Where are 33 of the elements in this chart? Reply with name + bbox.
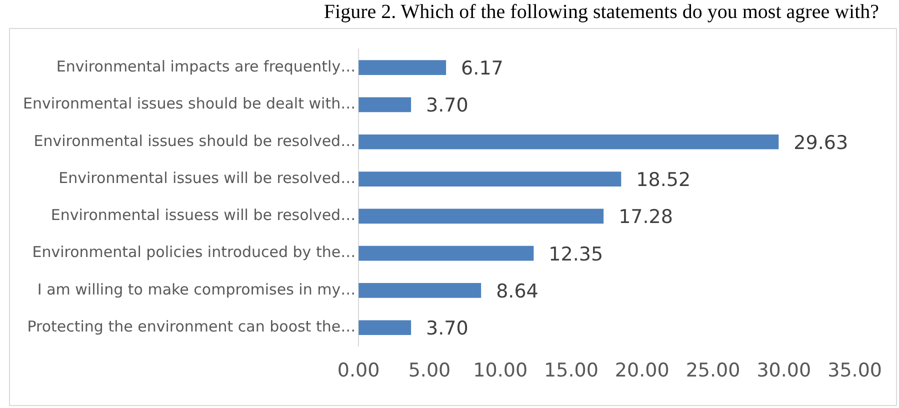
x-tick-label: 0.00 (337, 360, 380, 382)
x-tick-label: 5.00 (408, 360, 451, 382)
bar (358, 97, 412, 112)
data-label: 8.64 (496, 280, 538, 302)
x-tick-label: 10.00 (473, 360, 528, 382)
x-tick-label: 25.00 (686, 360, 740, 382)
y-tick-label: Environmental issues should be dealt with… (22, 94, 356, 113)
data-label: 17.28 (618, 206, 673, 228)
bar (358, 208, 604, 224)
x-tick-label: 20.00 (614, 360, 670, 382)
bar (358, 134, 779, 150)
data-label: 3.70 (426, 94, 468, 117)
bar (358, 283, 482, 298)
bar (358, 60, 446, 76)
y-tick-label: Environmental issues will be resolved… (58, 168, 356, 187)
x-tick-label: 15.00 (544, 360, 598, 382)
bar (358, 320, 412, 336)
bar (358, 246, 534, 261)
x-tick-label: 30.00 (756, 360, 812, 382)
y-tick-label: Environmental policies introduced by the… (32, 243, 356, 262)
y-tick-label: Environmental issuess will be resolved… (50, 206, 356, 224)
data-label: 12.35 (548, 243, 604, 266)
data-label: 18.52 (636, 168, 691, 191)
chart-title: Figure 2. Which of the following statements do you most agree with? (322, 0, 880, 25)
y-tick-label: Environmental impacts are frequently… (56, 57, 356, 76)
x-tick-label: 35.00 (828, 360, 882, 382)
data-label: 6.17 (461, 58, 504, 80)
y-tick-label: Protecting the environment can boost the… (27, 318, 356, 336)
data-label: 3.70 (426, 318, 468, 340)
y-tick-label: Environmental issues should be resolved… (34, 132, 356, 150)
data-label: 29.63 (794, 132, 848, 154)
y-tick-label: I am willing to make compromises in my… (37, 280, 356, 298)
bar (358, 172, 622, 186)
